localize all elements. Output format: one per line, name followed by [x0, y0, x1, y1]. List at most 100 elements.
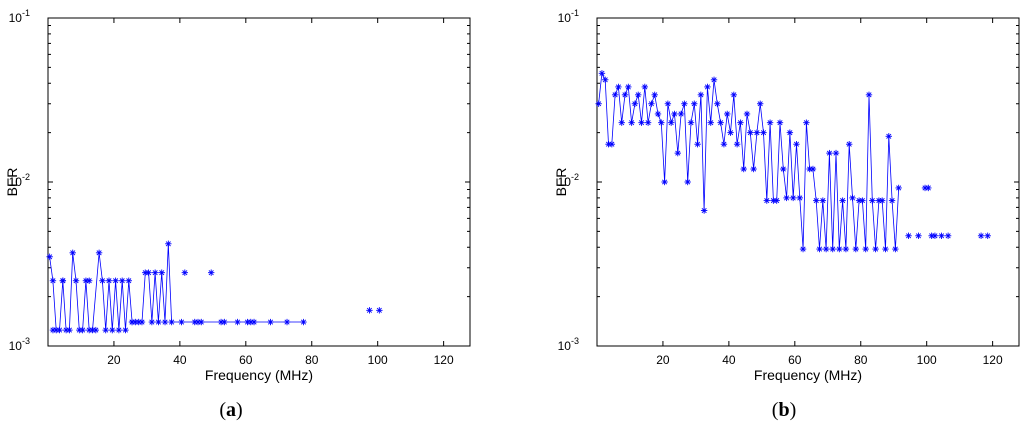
data-point-b — [809, 165, 817, 173]
data-point-b — [724, 110, 731, 118]
data-point-b — [819, 197, 827, 204]
data-point-b — [799, 245, 807, 253]
data-point-b — [859, 197, 866, 204]
data-point-a — [102, 326, 109, 334]
data-point-b — [641, 83, 649, 91]
data-point-b — [694, 141, 701, 148]
data-point-b — [674, 149, 681, 157]
data-point-b — [684, 178, 691, 186]
data-point-b — [730, 91, 738, 99]
data-point-b — [727, 129, 734, 136]
x-tick-label-a: 20 — [107, 353, 121, 367]
data-point-b — [895, 184, 902, 192]
series-a — [46, 240, 383, 334]
data-point-b — [654, 110, 662, 118]
x-tick-label-b: 60 — [788, 353, 802, 367]
data-point-b — [644, 119, 652, 126]
data-point-b — [631, 100, 639, 107]
x-axis-label-b: Frequency (MHz) — [754, 367, 862, 383]
isolated-point-b — [915, 232, 922, 239]
x-tick-label-a: 60 — [239, 353, 253, 367]
data-point-b — [839, 197, 846, 204]
data-point-b — [681, 100, 688, 107]
data-point-a — [148, 318, 156, 326]
data-point-a — [72, 277, 80, 284]
x-tick-label-b: 40 — [722, 353, 736, 367]
data-point-b — [862, 245, 869, 253]
data-point-b — [753, 129, 761, 136]
data-point-b — [740, 165, 747, 173]
data-point-a — [145, 269, 152, 276]
data-point-a — [115, 326, 123, 334]
y-tick-label-a: 10-1 — [9, 8, 30, 25]
x-tick-label-a: 100 — [368, 353, 388, 367]
isolated-point-b — [905, 232, 912, 239]
x-tick-label-a: 40 — [173, 353, 187, 367]
data-point-a — [158, 269, 165, 276]
data-point-a — [155, 318, 162, 326]
isolated-point-b — [977, 232, 985, 239]
data-point-b — [671, 110, 678, 118]
isolated-point-a — [181, 269, 189, 276]
data-point-b — [611, 91, 619, 99]
data-point-b — [766, 119, 774, 126]
data-point-b — [756, 100, 764, 107]
data-point-b — [697, 91, 705, 99]
data-point-a — [49, 277, 57, 284]
data-point-b — [826, 149, 833, 157]
data-point-a — [99, 277, 106, 284]
data-point-b — [635, 91, 642, 99]
x-tick-label-a: 80 — [305, 353, 319, 367]
series-b — [595, 70, 991, 253]
data-point-a — [161, 318, 169, 326]
data-point-b — [664, 100, 672, 107]
isolated-point-a — [49, 326, 57, 334]
data-point-b — [878, 197, 886, 204]
data-point-b — [783, 194, 790, 202]
data-point-b — [710, 76, 718, 83]
data-point-b — [638, 119, 645, 126]
data-point-b — [651, 91, 658, 99]
y-tick-label-b: 10-3 — [558, 336, 579, 353]
data-point-b — [849, 194, 856, 202]
data-point-b — [743, 110, 751, 118]
data-point-b — [717, 119, 724, 126]
data-point-b — [625, 83, 632, 91]
data-point-b — [832, 149, 840, 157]
data-point-a — [198, 318, 205, 326]
y-axis-label-b: BER — [553, 168, 569, 197]
data-point-a — [46, 253, 53, 260]
data-point-b — [648, 100, 655, 107]
data-point-b — [892, 245, 899, 253]
data-point-a — [283, 318, 291, 326]
data-point-a — [267, 318, 274, 326]
x-tick-label-a: 120 — [434, 353, 454, 367]
data-point-a — [118, 277, 126, 284]
data-point-b — [852, 245, 860, 253]
isolated-point-a — [86, 277, 93, 284]
plot-area-a — [47, 17, 471, 347]
isolated-point-a — [207, 269, 215, 276]
data-point-b — [621, 91, 629, 99]
data-point-b — [595, 100, 602, 107]
y-tick-label-a: 10-3 — [9, 336, 30, 353]
series-line-b — [598, 71, 900, 250]
data-point-b — [733, 141, 741, 148]
caption-b: (b) — [772, 399, 796, 421]
isolated-point-a — [92, 326, 100, 334]
data-point-b — [677, 110, 685, 118]
data-point-b — [842, 245, 850, 253]
isolated-point-b — [984, 232, 991, 239]
data-point-b — [885, 133, 892, 140]
data-point-b — [846, 141, 853, 148]
data-point-b — [687, 119, 695, 126]
x-tick-label-b: 80 — [854, 353, 868, 367]
data-point-a — [56, 326, 63, 334]
data-point-a — [250, 318, 258, 326]
isolated-point-b — [938, 232, 945, 239]
data-point-a — [109, 326, 116, 334]
data-point-b — [836, 245, 843, 253]
data-point-b — [661, 178, 668, 186]
isolated-point-a — [376, 307, 383, 314]
data-point-b — [822, 245, 830, 253]
